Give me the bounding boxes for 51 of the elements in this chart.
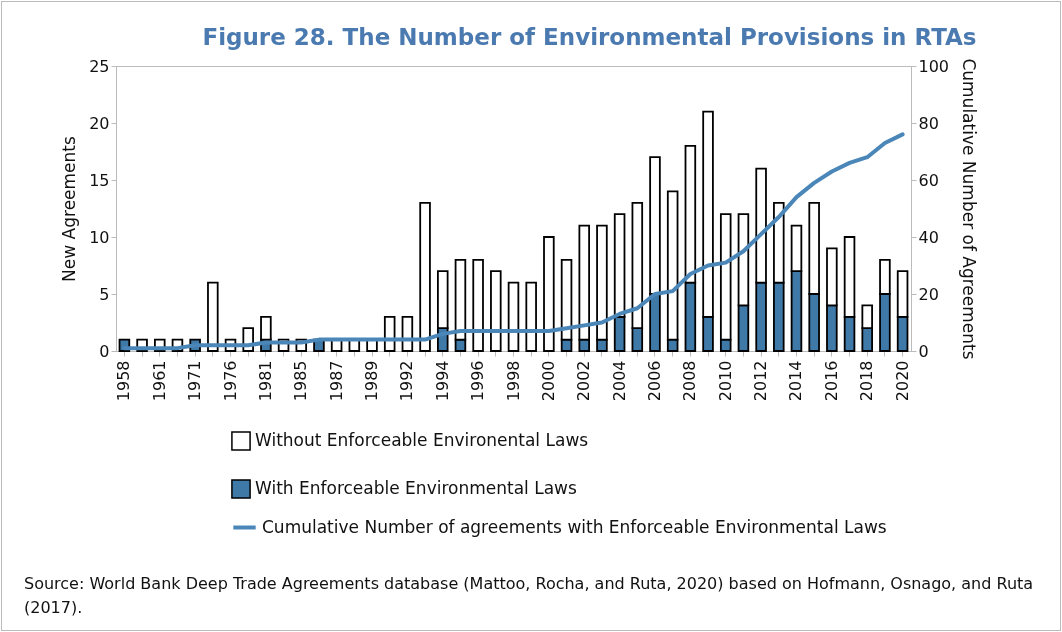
y2-tick-label: 40 [918, 227, 939, 247]
line-series [122, 132, 905, 351]
bar [260, 315, 272, 341]
legend-label: With Enforceable Environmental Laws [255, 478, 578, 498]
x-tick-label: 1994 [432, 360, 452, 402]
bar [472, 258, 484, 352]
bar [543, 236, 555, 352]
bar [490, 270, 502, 352]
y2-tick-label: 20 [918, 284, 939, 304]
x-tick-label: 1987 [326, 360, 346, 402]
y-tick-label: 20 [89, 113, 110, 133]
chart-title: Figure 28. The Number of Environmental Provisions in RTAs [202, 23, 977, 50]
x-tick-label: 1976 [220, 360, 240, 402]
legend-label: Cumulative Number of agreements with Enforceable Environmental Laws [262, 516, 887, 537]
x-tick-label: 1989 [362, 360, 382, 402]
y-tick-label: 0 [99, 341, 110, 361]
source-note: Source: World Bank Deep Trade Agreements database (Mattoo, Rocha, and Ruta, 2020) based on Hofmann, Osnago, and Ruta (2017). [24, 573, 1035, 619]
x-tick-label: 2020 [892, 360, 912, 402]
x-tick-label: 1958 [114, 360, 134, 402]
x-tick-label: 2006 [644, 360, 664, 402]
x-tick-label: 1996 [468, 360, 488, 402]
x-tick-label: 1961 [149, 360, 169, 402]
x-tick-label: 2000 [538, 360, 558, 402]
legend-label: Without Enforceable Environental Laws [255, 430, 589, 450]
bar [207, 281, 219, 352]
x-tick-label: 1992 [397, 360, 417, 402]
bar [525, 281, 537, 352]
y2-tick-label: 100 [918, 56, 950, 76]
y2-tick-label: 0 [918, 341, 929, 361]
x-tick-label: 2008 [680, 360, 700, 402]
x-tick-label: 1971 [185, 360, 205, 402]
x-tick-label: 2002 [574, 360, 594, 402]
bar [507, 281, 520, 352]
y-tick-label: 25 [89, 56, 110, 76]
x-tick-label: 1985 [291, 360, 311, 402]
x-tick-label: 2016 [821, 360, 841, 402]
x-tick-label: 2012 [751, 360, 771, 402]
y-tick-label: 15 [89, 170, 110, 190]
y-axis-title: New Agreements [59, 135, 80, 282]
x-tick-label: 1998 [503, 360, 523, 402]
x-tick-label: 2018 [857, 360, 877, 402]
y-tick-label: 10 [89, 227, 110, 247]
y2-axis-title: Cumulative Number of Agreements [959, 58, 980, 360]
y2-tick-label: 60 [918, 170, 939, 190]
y2-tick-label: 80 [918, 113, 939, 133]
bar [419, 201, 431, 352]
y-tick-label: 5 [99, 284, 110, 304]
x-tick-label: 2010 [715, 360, 735, 402]
x-tick-label: 2004 [609, 360, 629, 402]
x-tick-label: 2014 [786, 360, 806, 402]
x-tick-label: 1981 [255, 360, 275, 402]
